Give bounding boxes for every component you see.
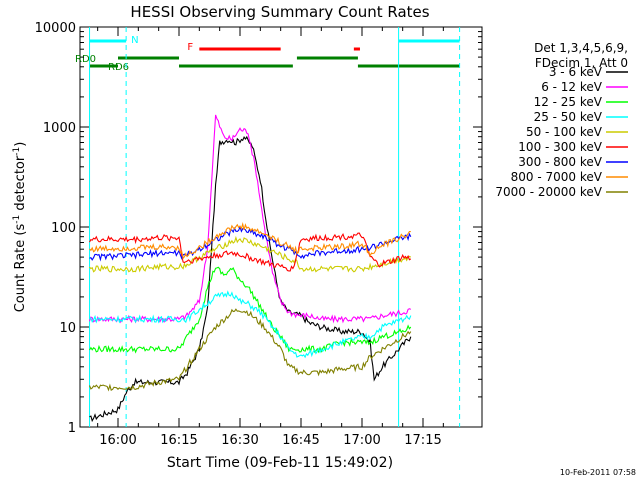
x-axis-label: Start Time (09-Feb-11 15:49:02) [167, 455, 393, 471]
x-axis: 16:00 16:15 16:30 16:45 17:00 17:15 [97, 27, 444, 448]
legend-entry-label: 12 - 25 keV [534, 95, 603, 109]
y-axis-label-sup1: -1 [12, 215, 22, 224]
legend-entry-label: 800 - 7000 keV [511, 170, 603, 184]
series-line [89, 290, 412, 359]
x-tick-label: 16:00 [99, 433, 136, 448]
legend-entry-label: 3 - 6 keV [549, 65, 603, 79]
y-tick-label: 10 [59, 321, 76, 336]
legend-entry-label: 100 - 300 keV [518, 140, 602, 154]
y-axis-label-end: ) [13, 142, 28, 147]
y-tick-label: 1 [68, 421, 76, 436]
legend-entry-label: 7000 - 20000 keV [495, 185, 602, 199]
x-tick-label: 17:15 [404, 433, 441, 448]
state-vertical-lines [89, 27, 461, 427]
series-line [89, 266, 412, 354]
plot-frame [79, 26, 483, 428]
state-segment-label: RD6 [108, 62, 129, 73]
y-axis: 1 10 100 1000 10000 [35, 21, 482, 436]
y-axis-label-main: Count Rate (s [13, 224, 28, 313]
y-axis-label-mid: detector [13, 155, 28, 215]
y-tick-label: 10000 [35, 21, 76, 36]
instrument-state-bars: N F RD0 RD6 [75, 35, 460, 73]
y-axis-label-sup2: -1 [12, 147, 22, 156]
series-line [89, 232, 412, 272]
legend-entry-label: 300 - 800 keV [518, 155, 602, 169]
series-line [89, 235, 412, 273]
state-segment-label: N [131, 35, 138, 46]
legend: Det 1,3,4,5,6,9,FDecim 1, Att 03 - 6 keV… [495, 41, 628, 199]
chart-title: HESSI Observing Summary Count Rates [130, 3, 429, 21]
series-line [89, 225, 412, 262]
y-tick-label: 1000 [43, 121, 76, 136]
legend-header: Det 1,3,4,5,6,9, [534, 41, 628, 55]
state-segment-label: F [187, 42, 193, 53]
y-tick-label: 100 [51, 221, 76, 236]
legend-entry-label: 6 - 12 keV [541, 80, 603, 94]
series-line [89, 135, 412, 423]
footer-timestamp: 10-Feb-2011 07:58 [560, 468, 636, 477]
state-segment-label: RD0 [75, 54, 96, 65]
series-line [88, 114, 412, 324]
legend-entry-label: 50 - 100 keV [526, 125, 603, 139]
series-lines [88, 114, 412, 423]
y-axis-label: Count Rate (s-1 detector-1) [12, 142, 28, 313]
x-tick-label: 17:00 [343, 433, 380, 448]
x-tick-label: 16:45 [282, 433, 319, 448]
legend-header: FDecim 1, Att 0 [535, 56, 628, 70]
x-tick-label: 16:30 [221, 433, 258, 448]
x-tick-label: 16:15 [160, 433, 197, 448]
series-line [88, 308, 412, 392]
series-line [89, 221, 411, 260]
legend-entry-label: 25 - 50 keV [534, 110, 603, 124]
